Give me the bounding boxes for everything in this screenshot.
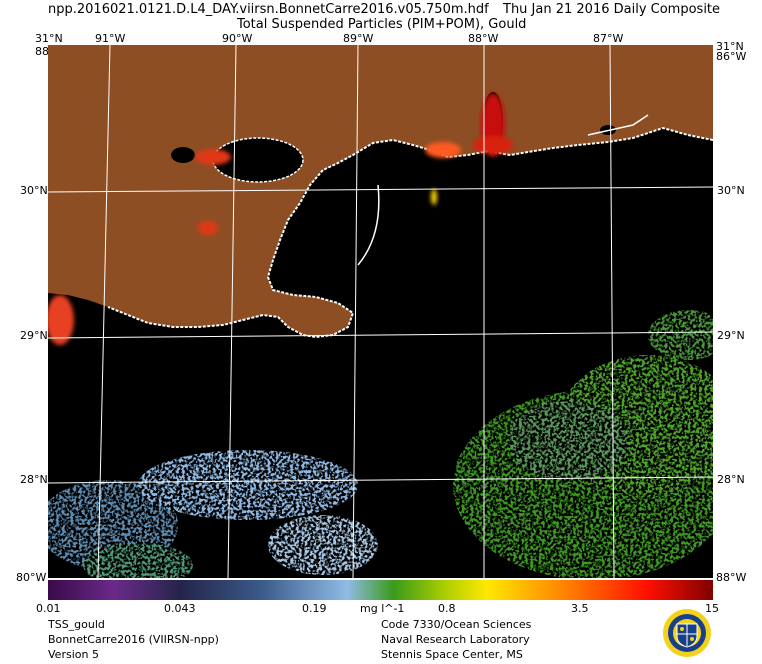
footer-product: TSS_gould: [48, 618, 105, 631]
lake-pontchartrain: [213, 138, 303, 182]
tss-colorbar: [48, 580, 713, 600]
footer-region: BonnetCarre2016 (VIIRSN-npp): [48, 633, 219, 646]
lon-label-90w-top: 90°W: [222, 32, 253, 45]
lat-label-28n-left: 28°N: [20, 473, 48, 486]
lat-label-29n-left: 29°N: [20, 329, 48, 342]
footer-lab: Naval Research Laboratory: [381, 633, 530, 646]
land-mass: [48, 45, 713, 337]
green-tss-region: [453, 310, 713, 578]
colorbar-tick-2: 0.19: [302, 602, 327, 615]
lon-label-89w-top: 89°W: [343, 32, 374, 45]
footer-version: Version 5: [48, 648, 99, 661]
lightblue-tss-region: [48, 450, 378, 578]
corner-lat-top-right: 31°N: [716, 40, 744, 53]
lon-label-88w-top: 88°W: [468, 32, 499, 45]
colorbar-tick-3: 0.8: [438, 602, 456, 615]
lon-label-87w-top: 87°W: [593, 32, 624, 45]
corner-lat-top-left: 31°N: [35, 32, 63, 45]
footer-code: Code 7330/Ocean Sciences: [381, 618, 532, 631]
nrl-seal-icon: [662, 608, 712, 658]
product-subtitle: Total Suspended Particles (PIM+POM), Gou…: [237, 17, 527, 32]
colorbar-tick-4: 3.5: [571, 602, 589, 615]
colorbar-unit: mg l^-1: [360, 602, 405, 615]
lat-label-28n-right: 28°N: [717, 473, 745, 486]
lon-label-91w-top: 91°W: [95, 32, 126, 45]
composite-date: Thu Jan 21 2016 Daily Composite: [503, 2, 721, 17]
lat-label-30n-right: 30°N: [717, 184, 745, 197]
lat-label-30n-left: 30°N: [20, 184, 48, 197]
colorbar-tick-5: 15: [705, 602, 719, 615]
filename-title: npp.2016021.0121.D.L4_DAY.viirsn.BonnetC…: [48, 2, 489, 17]
corner-lon-top-right: 86°W: [716, 50, 747, 63]
corner-label-bottom-left: 80°W: [16, 571, 47, 584]
red-tss-region: [48, 93, 513, 345]
tss-satellite-map[interactable]: [48, 45, 713, 578]
footer-location: Stennis Space Center, MS: [381, 648, 523, 661]
corner-label-bottom-right: 88°W: [716, 571, 747, 584]
colorbar-tick-0: 0.01: [36, 602, 61, 615]
graticule: [48, 45, 713, 578]
colorbar-tick-1: 0.043: [164, 602, 196, 615]
lat-label-29n-right: 29°N: [717, 329, 745, 342]
coastline: [107, 126, 713, 339]
